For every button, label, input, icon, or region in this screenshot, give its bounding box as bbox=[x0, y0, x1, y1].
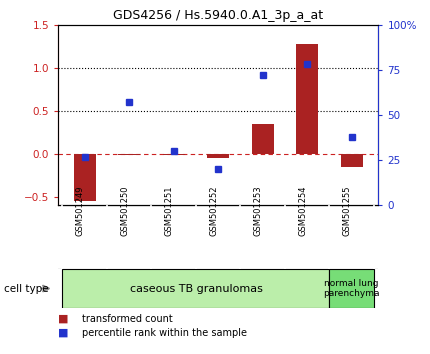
Text: cell type: cell type bbox=[4, 284, 49, 293]
Bar bbox=[74, 154, 96, 201]
Bar bbox=[118, 154, 140, 155]
Bar bbox=[252, 124, 274, 154]
Text: percentile rank within the sample: percentile rank within the sample bbox=[82, 328, 247, 338]
Title: GDS4256 / Hs.5940.0.A1_3p_a_at: GDS4256 / Hs.5940.0.A1_3p_a_at bbox=[113, 9, 323, 22]
Bar bbox=[163, 154, 185, 155]
Text: transformed count: transformed count bbox=[82, 314, 172, 324]
Bar bbox=[296, 44, 318, 154]
Text: GSM501250: GSM501250 bbox=[120, 185, 129, 236]
Bar bbox=[207, 154, 229, 158]
Text: GSM501249: GSM501249 bbox=[76, 185, 85, 236]
Text: ■: ■ bbox=[58, 328, 68, 338]
Text: normal lung
parenchyma: normal lung parenchyma bbox=[323, 279, 380, 298]
Text: GSM501251: GSM501251 bbox=[165, 185, 174, 236]
Text: ■: ■ bbox=[58, 314, 68, 324]
Text: GSM501253: GSM501253 bbox=[254, 185, 263, 236]
Text: caseous TB granulomas: caseous TB granulomas bbox=[129, 284, 262, 293]
Text: GSM501255: GSM501255 bbox=[343, 185, 352, 236]
Bar bbox=[329, 269, 374, 308]
Bar bbox=[62, 269, 329, 308]
Text: GSM501254: GSM501254 bbox=[298, 185, 307, 236]
Text: GSM501252: GSM501252 bbox=[209, 185, 218, 236]
Bar bbox=[341, 154, 363, 167]
